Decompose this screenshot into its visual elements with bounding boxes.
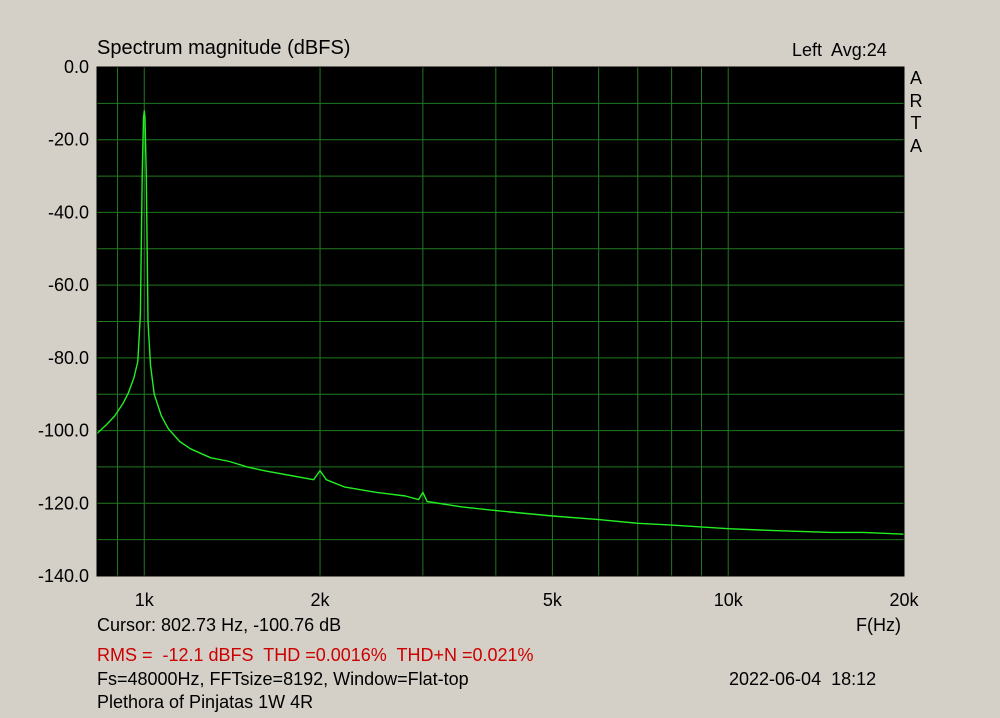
- side-letter: R: [909, 90, 923, 111]
- side-letter: A: [909, 135, 922, 156]
- y-tick-label: 0.0: [64, 57, 89, 77]
- y-tick-label: -40.0: [48, 202, 89, 222]
- measurement-description: Plethora of Pinjatas 1W 4R: [97, 692, 314, 712]
- y-tick-label: -60.0: [48, 275, 89, 295]
- chart-title: Spectrum magnitude (dBFS): [97, 37, 351, 59]
- y-tick-label: -100.0: [38, 421, 89, 441]
- side-letter: A: [909, 68, 922, 88]
- plot-frame: [96, 66, 905, 577]
- measurement-readout: RMS = -12.1 dBFS THD =0.0016% THD+N =0.0…: [97, 645, 534, 665]
- x-tick-label: 1k: [135, 590, 155, 610]
- fft-settings: Fs=48000Hz, FFTsize=8192, Window=Flat-to…: [97, 669, 469, 689]
- y-tick-label: -140.0: [38, 566, 89, 586]
- cursor-readout: Cursor: 802.73 Hz, -100.76 dB: [97, 615, 342, 635]
- arta-side-label: A R T A: [909, 67, 923, 157]
- date-time: 2022-06-04 18:12: [729, 669, 877, 689]
- x-tick-label: 10k: [714, 590, 744, 610]
- side-letter: T: [910, 113, 922, 133]
- x-axis-label: F(Hz): [856, 615, 901, 635]
- y-tick-label: -80.0: [48, 348, 89, 368]
- x-tick-label: 2k: [311, 590, 331, 610]
- spectrum-trace: [96, 110, 905, 535]
- y-tick-label: -20.0: [48, 130, 89, 150]
- x-tick-label: 5k: [543, 590, 563, 610]
- y-tick-label: -120.0: [38, 493, 89, 513]
- x-tick-label: 20k: [889, 590, 919, 610]
- channel-avg-label: Left Avg:24: [792, 40, 887, 60]
